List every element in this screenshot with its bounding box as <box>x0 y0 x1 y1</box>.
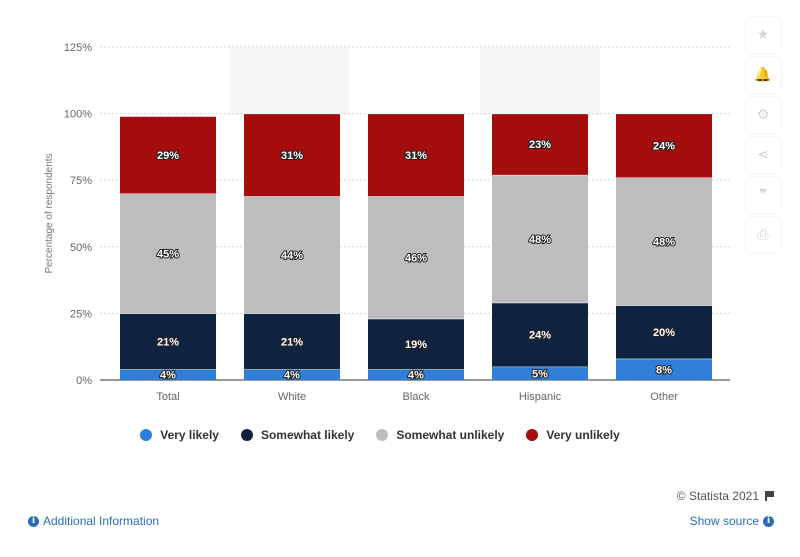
data-label: 5% <box>532 368 548 380</box>
legend-dot-icon <box>526 429 539 441</box>
data-label: 4% <box>284 370 300 382</box>
data-label: 45% <box>157 248 179 260</box>
bar-segment[interactable] <box>616 305 712 359</box>
star-icon[interactable]: ★ <box>746 18 780 52</box>
bar-segment[interactable] <box>120 369 216 380</box>
statista-credit: © Statista 2021 <box>677 489 774 503</box>
legend: Very likely Somewhat likely Somewhat unlik… <box>0 428 760 442</box>
data-label: 20% <box>653 327 675 339</box>
data-label: 31% <box>281 150 303 162</box>
data-label: 4% <box>160 370 176 382</box>
legend-item[interactable]: Very unlikely <box>526 428 620 442</box>
legend-item[interactable]: Very likely <box>140 428 219 442</box>
legend-dot-icon <box>140 429 153 441</box>
quote-icon[interactable]: ❞ <box>746 178 780 212</box>
legend-label: Somewhat unlikely <box>396 428 505 442</box>
data-label: 24% <box>653 141 675 153</box>
print-icon[interactable]: ⎙ <box>746 218 780 252</box>
bar-segment[interactable] <box>492 366 588 380</box>
gear-icon[interactable]: ⚙ <box>746 98 780 132</box>
info-icon: i <box>763 515 774 527</box>
x-tick-label: Other <box>650 391 678 403</box>
share-icon[interactable]: ⋖ <box>746 138 780 172</box>
bar-segment[interactable] <box>616 358 712 380</box>
bar-segment[interactable] <box>120 313 216 370</box>
legend-label: Somewhat likely <box>260 428 355 442</box>
data-label: 24% <box>529 330 551 342</box>
bar-segment[interactable] <box>120 193 216 314</box>
bar-segment[interactable] <box>368 113 464 197</box>
data-label: 48% <box>653 236 675 248</box>
legend-label: Very unlikely <box>546 428 620 442</box>
y-tick-label: 75% <box>70 175 92 187</box>
legend-item[interactable]: Somewhat unlikely <box>376 428 504 442</box>
data-label: 31% <box>405 150 427 162</box>
data-label: 29% <box>157 150 179 162</box>
bar-segment[interactable] <box>368 196 464 319</box>
x-tick-label: Hispanic <box>519 391 562 403</box>
legend-item[interactable]: Somewhat likely <box>240 428 355 442</box>
y-tick-label: 25% <box>70 308 92 320</box>
data-label: 19% <box>405 339 427 351</box>
bar-segment[interactable] <box>616 113 712 178</box>
sidebar-toolbar: ★ 🔔 ⚙ ⋖ ❞ ⎙ <box>746 18 780 252</box>
data-label: 44% <box>281 250 303 262</box>
background-panel-2 <box>480 45 600 115</box>
data-label: 23% <box>529 139 551 151</box>
x-tick-label: Black <box>403 391 430 403</box>
y-tick-label: 100% <box>64 109 92 121</box>
bar-segment[interactable] <box>244 313 340 370</box>
y-tick-label: 0% <box>76 375 92 387</box>
additional-information-link[interactable]: i Additional Information <box>28 514 159 528</box>
bar-segment[interactable] <box>368 318 464 370</box>
bar-segment[interactable] <box>244 369 340 380</box>
data-label: 46% <box>405 252 427 264</box>
legend-label: Very likely <box>160 428 219 442</box>
stacked-bar-chart: 0% 25% 50% 75% 100% 125% Percentage of respond… <box>44 42 730 403</box>
y-tick-label: 50% <box>70 242 92 254</box>
bar-segment[interactable] <box>244 196 340 314</box>
additional-information-text: Additional Information <box>43 514 160 528</box>
legend-dot-icon <box>240 429 253 441</box>
data-label: 4% <box>408 370 424 382</box>
bar-segment[interactable] <box>120 116 216 194</box>
x-tick-label: Total <box>156 391 179 403</box>
data-label: 21% <box>157 336 179 348</box>
background-panel-1 <box>230 45 350 115</box>
show-source-link[interactable]: Show source i <box>690 514 774 528</box>
bell-icon[interactable]: 🔔 <box>746 58 780 92</box>
y-axis-label: Percentage of respondents <box>44 153 55 273</box>
data-label: 48% <box>529 234 551 246</box>
credit-text: © Statista 2021 <box>676 489 759 503</box>
x-tick-label: White <box>278 391 306 403</box>
bar-segment[interactable] <box>492 302 588 367</box>
bar-segment[interactable] <box>244 113 340 197</box>
bar-segment[interactable] <box>368 369 464 380</box>
bar-segment[interactable] <box>492 174 588 303</box>
legend-dot-icon <box>376 429 389 441</box>
data-label: 21% <box>281 336 303 348</box>
bar-segment[interactable] <box>492 113 588 175</box>
data-label: 8% <box>656 364 672 376</box>
bar-segment[interactable] <box>616 177 712 306</box>
flag-icon[interactable] <box>765 491 774 501</box>
show-source-text: Show source <box>689 514 759 528</box>
y-tick-label: 125% <box>64 42 92 54</box>
info-icon: i <box>28 515 39 527</box>
